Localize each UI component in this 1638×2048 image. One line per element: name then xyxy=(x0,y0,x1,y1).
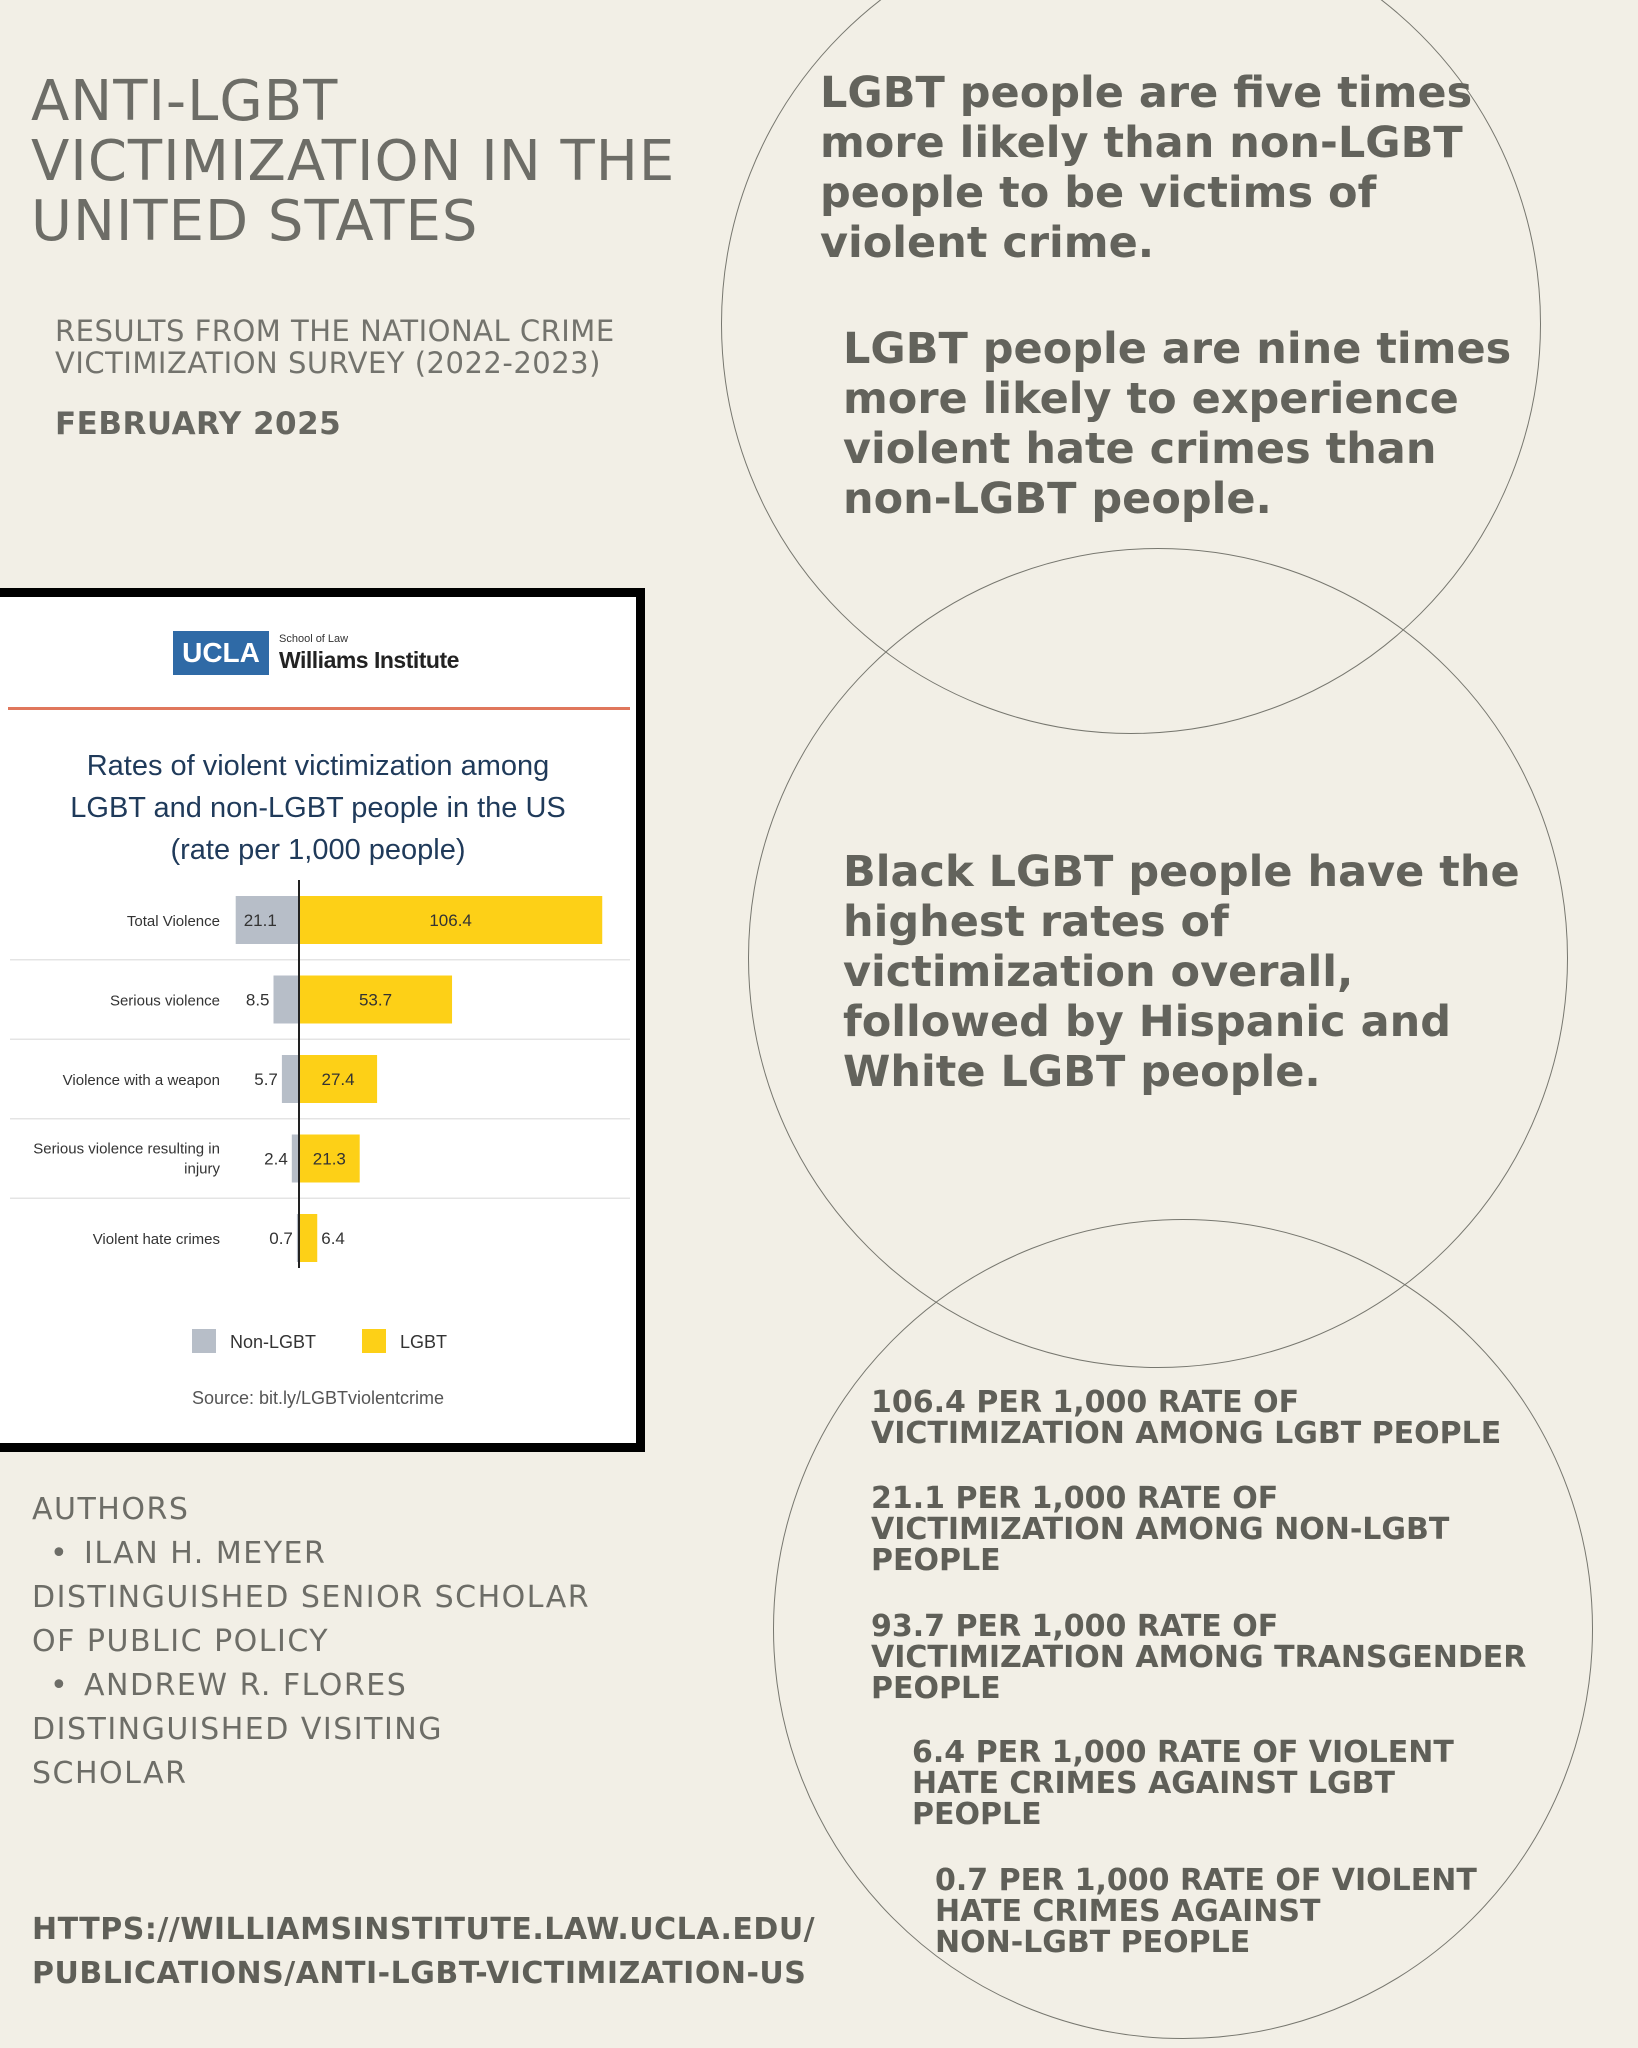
legend-swatch-non-lgbt xyxy=(192,1329,216,1353)
school-of-law-label: School of Law xyxy=(279,633,349,645)
category-label: Violence with a weapon xyxy=(63,1072,220,1089)
category-label: Violent hate crimes xyxy=(93,1231,220,1248)
authors-heading: AUTHORS xyxy=(32,1492,190,1527)
page-subtitle: RESULTS FROM THE NATIONAL CRIME VICTIMIZ… xyxy=(55,314,615,380)
bar-non-lgbt xyxy=(281,1055,299,1103)
stat-lgbt-rate: 106.4 PER 1,000 RATE OF VICTIMIZATION AM… xyxy=(871,1385,1502,1451)
stat-transgender-rate: 93.7 PER 1,000 RATE OF VICTIMIZATION AMO… xyxy=(871,1609,1527,1706)
bar-non-lgbt xyxy=(291,1134,299,1183)
bottom-circle xyxy=(773,1219,1593,2039)
author-role: DISTINGUISHED VISITING xyxy=(32,1712,443,1747)
stat-lgbt-hate-crimes: 6.4 PER 1,000 RATE OF VIOLENT HATE CRIME… xyxy=(912,1735,1454,1832)
category-label: Serious violence resulting in injury xyxy=(33,1141,220,1178)
stat-non-lgbt-rate: 21.1 PER 1,000 RATE OF VICTIMIZATION AMO… xyxy=(871,1481,1450,1578)
legend-swatch-lgbt xyxy=(362,1329,386,1353)
legend-label-non-lgbt: Non-LGBT xyxy=(230,1332,316,1352)
bar-lgbt xyxy=(299,896,603,944)
value-label-lgbt: 27.4 xyxy=(321,1070,354,1089)
ucla-logo: UCLA xyxy=(173,631,269,675)
stat-non-lgbt-hate-crimes: 0.7 PER 1,000 RATE OF VIOLENT HATE CRIME… xyxy=(935,1863,1477,1960)
publication-date: FEBRUARY 2025 xyxy=(55,406,342,442)
chart-title: Rates of violent victimization among LGB… xyxy=(70,750,566,866)
bar-lgbt xyxy=(299,975,453,1024)
value-label-lgbt: 21.3 xyxy=(313,1150,346,1169)
authors-block: AUTHORS ILAN H. MEYER DISTINGUISHED SENI… xyxy=(32,1488,590,1796)
williams-institute-label: Williams Institute xyxy=(279,647,459,673)
value-label-non-lgbt: 2.4 xyxy=(264,1150,288,1169)
category-label: Serious violence xyxy=(110,993,220,1010)
chart-card: UCLA School of Law Williams Institute Ra… xyxy=(0,588,645,1452)
author-name: ANDREW R. FLORES xyxy=(32,1664,590,1708)
value-label-lgbt: 106.4 xyxy=(429,911,472,930)
author-role: DISTINGUISHED SENIOR SCHOLAR xyxy=(32,1580,591,1615)
statement-five-times: LGBT people are five times more likely t… xyxy=(820,68,1473,268)
bar-non-lgbt xyxy=(296,1214,299,1262)
page-title: ANTI-LGBT VICTIMIZATION IN THE UNITED ST… xyxy=(31,69,676,254)
value-label-non-lgbt: 8.5 xyxy=(246,991,270,1010)
chart-source: Source: bit.ly/LGBTviolentcrime xyxy=(191,1388,445,1408)
bar-lgbt xyxy=(299,1055,378,1103)
statement-nine-times: LGBT people are nine times more likely t… xyxy=(843,324,1512,524)
bar-chart: Total Violence 21.1 106.4 Serious violence 8… xyxy=(10,880,630,1353)
value-label-lgbt: 6.4 xyxy=(321,1229,345,1248)
bar-non-lgbt xyxy=(235,896,299,944)
category-label: Total Violence xyxy=(127,913,220,930)
header-rule xyxy=(8,707,630,710)
value-label-non-lgbt: 0.7 xyxy=(269,1229,293,1248)
legend-label-lgbt: LGBT xyxy=(400,1332,447,1352)
value-label-lgbt: 53.7 xyxy=(359,991,392,1010)
author-role: OF PUBLIC POLICY xyxy=(32,1624,330,1659)
author-role: SCHOLAR xyxy=(32,1756,188,1791)
value-label-non-lgbt: 21.1 xyxy=(244,911,277,930)
bar-lgbt xyxy=(299,1214,318,1262)
bar-lgbt xyxy=(299,1134,360,1183)
value-label-non-lgbt: 5.7 xyxy=(254,1070,278,1089)
publication-link[interactable]: HTTPS://WILLIAMSINSTITUTE.LAW.UCLA.EDU/ … xyxy=(32,1912,816,1991)
author-name: ILAN H. MEYER xyxy=(32,1532,590,1576)
bar-non-lgbt xyxy=(273,975,299,1024)
statement-black-lgbt: Black LGBT people have the highest rates… xyxy=(843,847,1520,1097)
